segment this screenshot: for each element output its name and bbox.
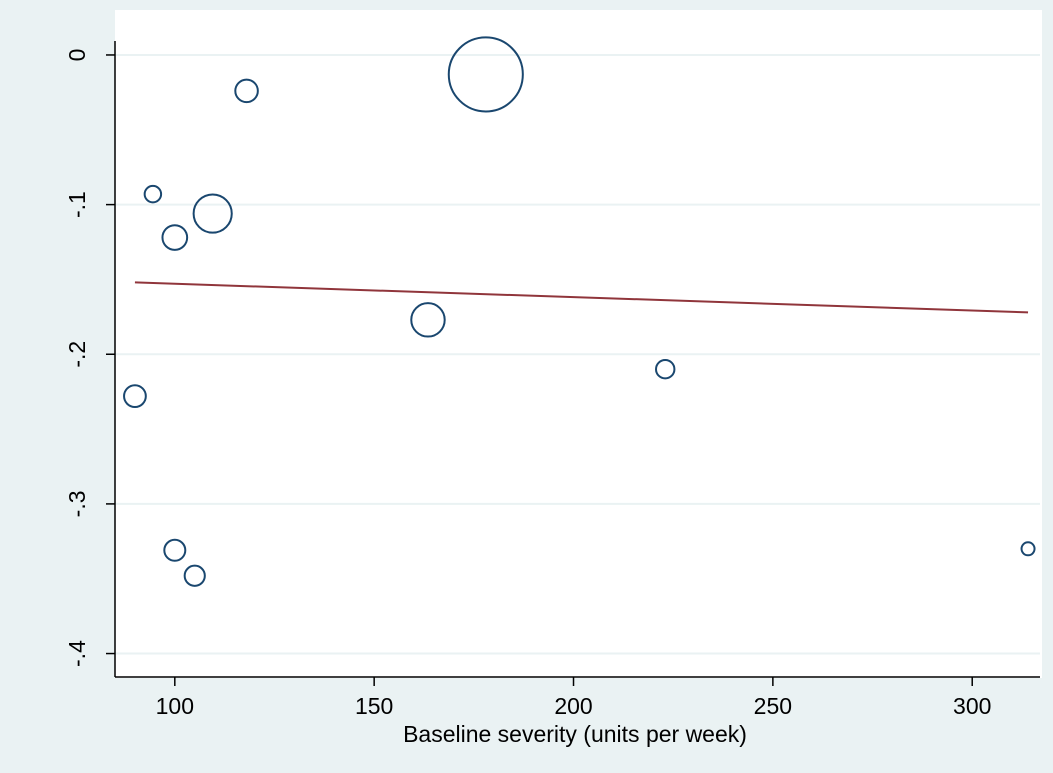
y-tick-label: -.1 xyxy=(64,191,90,218)
data-point xyxy=(192,193,233,234)
data-point xyxy=(161,224,189,251)
data-point xyxy=(183,564,206,587)
grid-lines xyxy=(115,53,1040,655)
data-point xyxy=(655,359,676,380)
y-tick-label: 0 xyxy=(64,49,90,62)
x-tick-label: 250 xyxy=(754,693,792,719)
fit-line-layer xyxy=(134,281,1029,314)
x-tick-label: 100 xyxy=(156,693,194,719)
data-point xyxy=(143,184,163,204)
x-tick-label: 150 xyxy=(355,693,393,719)
y-tick-label: -.3 xyxy=(64,490,90,517)
data-point xyxy=(123,384,147,409)
y-tick-label: -.2 xyxy=(64,341,90,368)
x-tick-label: 300 xyxy=(953,693,991,719)
x-tick-label: 200 xyxy=(554,693,592,719)
data-point xyxy=(447,36,524,113)
data-point xyxy=(163,538,187,562)
data-point xyxy=(410,302,446,338)
fit-line xyxy=(134,281,1029,314)
x-axis-label: Baseline severity (units per week) xyxy=(403,721,747,747)
data-point xyxy=(1020,541,1036,557)
data-point xyxy=(234,78,259,104)
axes: 0 -.1 -.2 -.3 -.4 100 150 200 250 300 xyxy=(64,40,1040,719)
plot-area xyxy=(115,10,1042,678)
data-points xyxy=(123,36,1036,587)
y-tick-label: -.4 xyxy=(64,640,90,667)
